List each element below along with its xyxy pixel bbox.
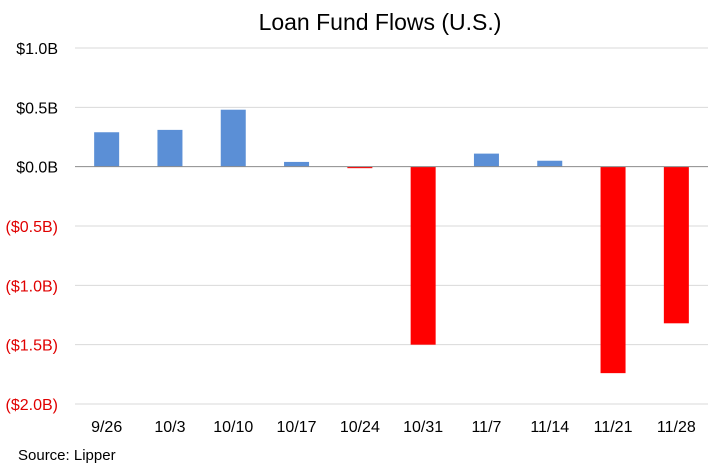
- x-category-label: 11/21: [594, 419, 633, 436]
- bar: [284, 161, 310, 167]
- x-category-label: 11/7: [471, 419, 501, 436]
- x-axis-category-labels: 9/26 10/3 10/10 10/17 10/24 10/31 11/7 11/14 11/…: [91, 419, 696, 436]
- bar: [410, 166, 436, 345]
- x-category-label: 9/26: [91, 419, 122, 436]
- bar: [473, 153, 499, 167]
- bar: [94, 132, 120, 167]
- bar: [663, 166, 689, 324]
- bar: [157, 129, 183, 167]
- x-category-label: 11/14: [530, 419, 569, 436]
- y-axis-tick-labels: $1.0B $0.5B $0.0B ($0.5B) ($1.0B) ($1.5B) ($2.…: [6, 41, 58, 414]
- bar: [600, 166, 626, 374]
- x-category-label: 11/28: [657, 419, 696, 436]
- x-category-label: 10/3: [154, 419, 185, 436]
- gridlines: [75, 47, 708, 405]
- x-category-label: 10/10: [213, 419, 253, 436]
- source-note: Source: Lipper: [18, 447, 116, 464]
- x-category-label: 10/31: [403, 419, 443, 436]
- y-tick-label: $0.0B: [16, 160, 58, 177]
- x-category-label: 10/24: [340, 419, 380, 436]
- y-tick-label: $1.0B: [16, 41, 58, 58]
- y-tick-label: ($1.5B): [6, 338, 58, 355]
- bar: [347, 166, 373, 169]
- x-category-label: 10/17: [277, 419, 317, 436]
- bar: [220, 109, 246, 167]
- bar: [537, 160, 563, 167]
- y-tick-label: $0.5B: [16, 100, 58, 117]
- chart-title: Loan Fund Flows (U.S.): [259, 9, 502, 35]
- bars: [94, 109, 689, 374]
- y-tick-label: ($2.0B): [6, 397, 58, 414]
- y-tick-label: ($1.0B): [6, 278, 58, 295]
- y-tick-label: ($0.5B): [6, 219, 58, 236]
